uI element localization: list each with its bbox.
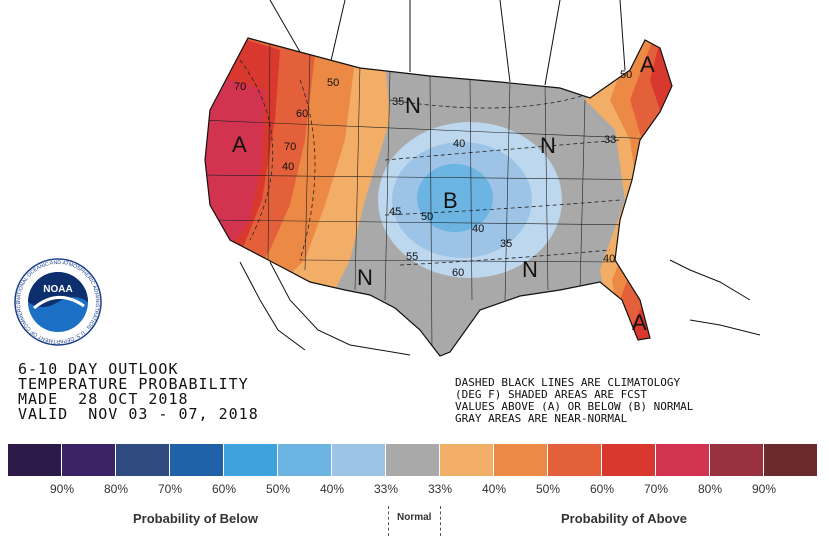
legend-above-label: Probability of Above	[561, 511, 687, 526]
legend-swatch	[386, 444, 440, 476]
contour-label: 55	[406, 251, 418, 263]
legend-swatch	[440, 444, 494, 476]
legend-swatch	[710, 444, 764, 476]
state-borders	[205, 39, 672, 351]
legend-swatch	[170, 444, 224, 476]
legend-percent-label: 33%	[373, 482, 399, 496]
contour-label: 40	[472, 223, 484, 235]
legend-swatch	[602, 444, 656, 476]
title-line-1: 6-10 DAY OUTLOOK	[18, 360, 179, 378]
contour-label: 50	[327, 77, 339, 89]
contour-label: 35	[392, 96, 404, 108]
outer-boundaries	[239, 0, 761, 356]
legend-swatch	[494, 444, 548, 476]
note-line-3: VALUES ABOVE (A) OR BELOW (B) NORMAL	[455, 400, 694, 413]
legend-swatch	[332, 444, 386, 476]
label-above-northeast: A	[640, 52, 655, 77]
legend-swatch	[764, 444, 818, 476]
contour-label: 70	[284, 141, 296, 153]
climatology-contours	[239, 59, 621, 266]
legend-below-label: Probability of Below	[133, 511, 258, 526]
legend-percent-label: 90%	[49, 482, 75, 496]
us-outline	[204, 37, 673, 357]
label-normal-southwest: N	[357, 265, 373, 290]
contour-label: 45	[389, 206, 401, 218]
legend-percent-label: 90%	[751, 482, 777, 496]
note-line-1: DASHED BLACK LINES ARE CLIMATOLOGY	[455, 376, 681, 389]
legend-percent-label: 80%	[697, 482, 723, 496]
contour-label: 40	[603, 253, 615, 265]
label-normal-north: N	[405, 93, 421, 118]
contour-label: 33	[604, 134, 616, 146]
contour-label: 40	[282, 161, 294, 173]
legend-percent-label: 33%	[427, 482, 453, 496]
legend-percent-label: 50%	[535, 482, 561, 496]
title-line-4: VALID NOV 03 - 07, 2018	[18, 405, 259, 423]
legend-swatch	[116, 444, 170, 476]
legend-percent-label: 80%	[103, 482, 129, 496]
normal-divider-right	[440, 506, 441, 536]
temperature-outlook-map: A A A B N N N N 70 50 60 70 40 35 40 45 …	[204, 0, 761, 357]
label-above-florida: A	[632, 310, 647, 335]
contour-label: 60	[452, 267, 464, 279]
legend-percent-label: 60%	[589, 482, 615, 496]
contour-label: 60	[296, 108, 308, 120]
noaa-logo: NATIONAL OCEANIC AND ATMOSPHERIC ADMINIS…	[14, 258, 102, 346]
legend-percent-labels: 90% 80% 70% 60% 50% 40% 33% 33% 40% 50% 60% 70% 80% 9…	[0, 482, 829, 498]
label-above-west: A	[232, 132, 247, 157]
legend-swatch	[278, 444, 332, 476]
legend-swatch	[548, 444, 602, 476]
legend-normal-label: Normal	[397, 512, 432, 523]
below-50-region	[417, 164, 493, 232]
title-line-2: TEMPERATURE PROBABILITY	[18, 375, 249, 393]
contour-label: 50	[421, 211, 433, 223]
legend-percent-label: 70%	[643, 482, 669, 496]
contour-label: 40	[453, 138, 465, 150]
title-line-3: MADE 28 OCT 2018	[18, 390, 189, 408]
noaa-logo-text: NOAA	[43, 284, 72, 295]
map-notes: DASHED BLACK LINES ARE CLIMATOLOGY (DEG …	[455, 377, 820, 425]
label-below-central: B	[443, 188, 458, 213]
legend-swatch	[62, 444, 116, 476]
legend-percent-label: 70%	[157, 482, 183, 496]
above-80-region	[205, 60, 265, 300]
note-line-4: GRAY AREAS ARE NEAR-NORMAL	[455, 412, 628, 425]
label-normal-east: N	[540, 133, 556, 158]
note-line-2: (DEG F) SHADED AREAS ARE FCST	[455, 388, 648, 401]
contour-label: 35	[500, 238, 512, 250]
normal-divider-left	[388, 506, 389, 536]
contour-label: 70	[234, 81, 246, 93]
legend-percent-label: 40%	[319, 482, 345, 496]
contour-label: 50	[620, 69, 632, 81]
legend-swatch	[224, 444, 278, 476]
legend-swatch	[656, 444, 710, 476]
probability-legend-bar	[8, 444, 818, 476]
legend-percent-label: 40%	[481, 482, 507, 496]
label-normal-south: N	[522, 257, 538, 282]
legend-percent-label: 50%	[265, 482, 291, 496]
outlook-title-block: 6-10 DAY OUTLOOK TEMPERATURE PROBABILITY…	[18, 362, 318, 422]
legend-swatch	[8, 444, 62, 476]
legend-percent-label: 60%	[211, 482, 237, 496]
